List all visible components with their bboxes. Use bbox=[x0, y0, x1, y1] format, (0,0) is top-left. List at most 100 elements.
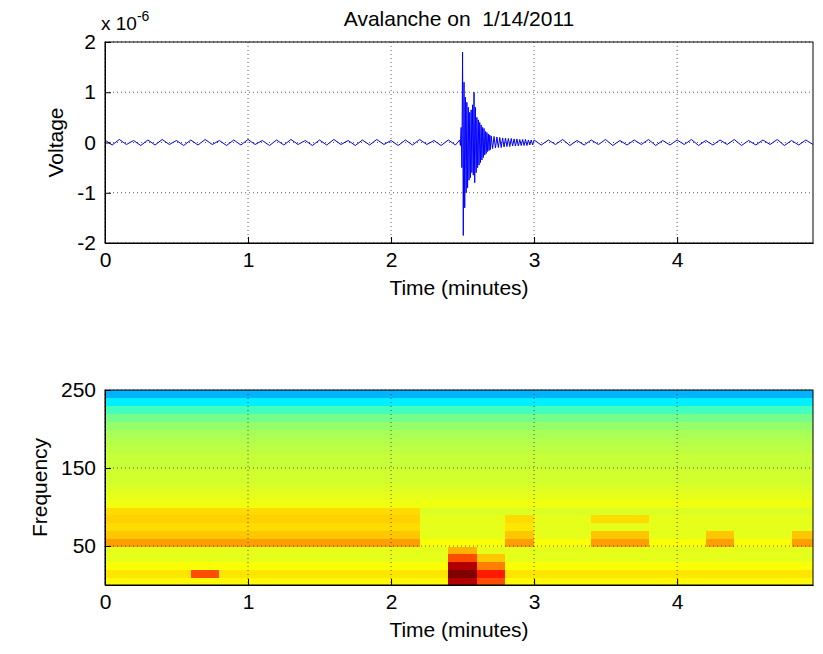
panel: 01234-2-1012Time (minutes)VoltageAvalanc… bbox=[44, 7, 813, 299]
heatmap-cell bbox=[105, 413, 134, 421]
heatmap-cell bbox=[477, 515, 506, 523]
heatmap-cell bbox=[763, 398, 792, 406]
heatmap-cell bbox=[706, 546, 735, 554]
heatmap-cell bbox=[277, 445, 306, 453]
heatmap-cell bbox=[591, 562, 620, 570]
heatmap-cell bbox=[563, 523, 592, 531]
heatmap-cell bbox=[334, 468, 363, 476]
heatmap-cell bbox=[505, 507, 534, 515]
heatmap-cell bbox=[248, 523, 277, 531]
heatmap-cell bbox=[763, 562, 792, 570]
heatmap-cell bbox=[420, 530, 449, 538]
heatmap-cell bbox=[277, 437, 306, 445]
heatmap-cell bbox=[763, 429, 792, 437]
heatmap-cell bbox=[792, 421, 813, 429]
heatmap-cell bbox=[134, 398, 163, 406]
heatmap-cell bbox=[362, 562, 391, 570]
heatmap-cell bbox=[620, 390, 649, 398]
heatmap-cell bbox=[420, 468, 449, 476]
heatmap-cell bbox=[477, 390, 506, 398]
heatmap-cell bbox=[649, 406, 678, 414]
heatmap-cell bbox=[248, 413, 277, 421]
heatmap-cell bbox=[305, 429, 334, 437]
y-axis-title: Frequency bbox=[28, 437, 51, 537]
heatmap-cell bbox=[105, 523, 134, 531]
heatmap-cell bbox=[677, 554, 706, 562]
heatmap-cell bbox=[677, 499, 706, 507]
heatmap-cell bbox=[162, 476, 191, 484]
heatmap-cell bbox=[362, 515, 391, 523]
heatmap-cell bbox=[677, 421, 706, 429]
heatmap-cell bbox=[649, 546, 678, 554]
heatmap-cell bbox=[448, 437, 477, 445]
heatmap-cell bbox=[134, 569, 163, 577]
heatmap-cell bbox=[248, 406, 277, 414]
heatmap-cell bbox=[706, 484, 735, 492]
heatmap-cell bbox=[191, 523, 220, 531]
heatmap-cell bbox=[706, 491, 735, 499]
heatmap-cell bbox=[105, 390, 134, 398]
heatmap-cell bbox=[391, 538, 420, 546]
heatmap-cell bbox=[591, 429, 620, 437]
heatmap-cell bbox=[277, 530, 306, 538]
heatmap-cell bbox=[534, 468, 563, 476]
heatmap-cell bbox=[534, 413, 563, 421]
heatmap-cell bbox=[591, 554, 620, 562]
heatmap-cell bbox=[391, 562, 420, 570]
heatmap-cell bbox=[277, 429, 306, 437]
heatmap-cell bbox=[534, 523, 563, 531]
heatmap-cell bbox=[649, 484, 678, 492]
heatmap-cell bbox=[248, 468, 277, 476]
heatmap-cell bbox=[505, 554, 534, 562]
heatmap-cell bbox=[448, 413, 477, 421]
heatmap-cell bbox=[277, 390, 306, 398]
heatmap-cell bbox=[534, 515, 563, 523]
heatmap-cell bbox=[305, 460, 334, 468]
heatmap-cell bbox=[763, 445, 792, 453]
heatmap-cell bbox=[248, 507, 277, 515]
x-tick-label: 3 bbox=[529, 590, 541, 613]
heatmap-cell bbox=[563, 507, 592, 515]
y-axis: -2-1012 bbox=[77, 30, 111, 254]
heatmap-cell bbox=[591, 460, 620, 468]
heatmap-cell bbox=[563, 413, 592, 421]
plot-frame bbox=[105, 42, 813, 243]
heatmap-cell bbox=[219, 468, 248, 476]
heatmap-cell bbox=[305, 452, 334, 460]
heatmap-cell bbox=[277, 546, 306, 554]
heatmap-cell bbox=[362, 484, 391, 492]
heatmap-cell bbox=[563, 562, 592, 570]
x-tick: 1 bbox=[243, 237, 255, 271]
heatmap-cell bbox=[134, 406, 163, 414]
heatmap-cell bbox=[277, 421, 306, 429]
heatmap-cell bbox=[105, 538, 134, 546]
grid-line-y bbox=[105, 546, 813, 547]
heatmap-cell bbox=[219, 499, 248, 507]
heatmap-cell bbox=[420, 476, 449, 484]
heatmap-cell bbox=[505, 460, 534, 468]
grid-line-y bbox=[105, 142, 813, 143]
heatmap-cell bbox=[763, 413, 792, 421]
heatmap-cell bbox=[248, 538, 277, 546]
heatmap-cell bbox=[391, 507, 420, 515]
heatmap-cell bbox=[248, 390, 277, 398]
heatmap-cell bbox=[219, 484, 248, 492]
heatmap-cell bbox=[162, 421, 191, 429]
heatmap-cell bbox=[620, 523, 649, 531]
heatmap-cell bbox=[563, 530, 592, 538]
heatmap-cell bbox=[362, 554, 391, 562]
heatmap-cell bbox=[134, 499, 163, 507]
heatmap-cell bbox=[448, 468, 477, 476]
plot-frame bbox=[105, 390, 813, 585]
heatmap-cell bbox=[420, 562, 449, 570]
heatmap-cell bbox=[191, 546, 220, 554]
heatmap-cell bbox=[563, 554, 592, 562]
y-tick-mark bbox=[105, 243, 111, 244]
heatmap-cell bbox=[706, 390, 735, 398]
heatmap-cell bbox=[391, 530, 420, 538]
heatmap-cell bbox=[563, 460, 592, 468]
x-tick-label: 2 bbox=[386, 248, 398, 271]
heatmap-cell bbox=[792, 562, 813, 570]
heatmap-cell bbox=[563, 569, 592, 577]
heatmap-cell bbox=[677, 429, 706, 437]
